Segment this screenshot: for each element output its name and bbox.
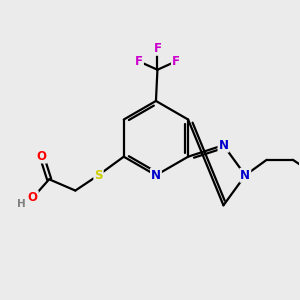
Text: O: O	[37, 150, 47, 163]
Text: S: S	[94, 169, 103, 182]
Text: H: H	[17, 199, 26, 209]
Text: F: F	[172, 55, 180, 68]
Text: N: N	[151, 169, 161, 182]
Text: N: N	[218, 139, 229, 152]
Text: O: O	[28, 191, 38, 204]
Text: N: N	[240, 169, 250, 182]
Text: F: F	[153, 42, 161, 55]
Text: F: F	[135, 55, 143, 68]
